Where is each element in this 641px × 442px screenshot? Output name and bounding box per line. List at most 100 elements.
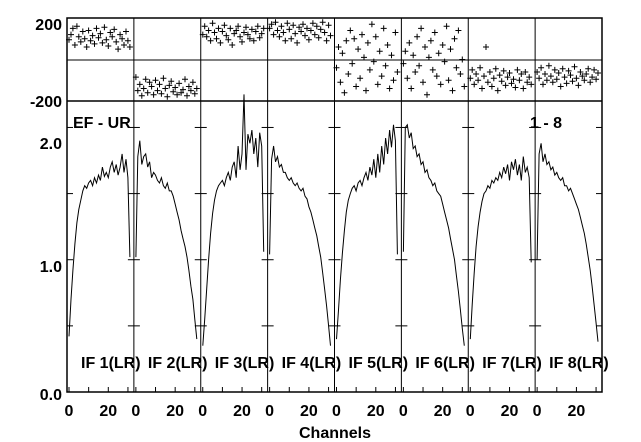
phase-point <box>357 75 364 82</box>
x-tick-label: 20 <box>166 403 184 420</box>
amp-tick-0: 0.0 <box>40 387 62 404</box>
phase-point <box>351 35 358 42</box>
phase-point <box>589 74 596 81</box>
phase-point <box>561 74 568 81</box>
phase-point <box>101 24 108 31</box>
phase-point <box>571 63 578 70</box>
phase-point <box>205 27 212 34</box>
phase-point <box>581 77 588 84</box>
phase-point <box>408 85 415 92</box>
x-tick-label: 20 <box>367 403 385 420</box>
phase-point <box>162 85 169 92</box>
x-tick-label: 0 <box>265 403 274 420</box>
phase-point <box>239 38 245 45</box>
amplitude-line <box>336 124 398 340</box>
x-tick-label: 0 <box>131 403 140 420</box>
phase-point <box>235 23 242 30</box>
phase-point <box>559 65 566 72</box>
phase-point <box>424 91 430 98</box>
phase-point <box>237 33 244 40</box>
amplitude-line <box>135 140 198 340</box>
phase-point <box>132 74 139 81</box>
phase-point <box>258 30 265 37</box>
phase-point <box>343 37 350 44</box>
phase-point <box>335 44 342 50</box>
phase-point <box>569 78 576 85</box>
phase-tick-bottom: -200 <box>30 94 62 111</box>
phase-point <box>85 27 92 34</box>
phase-point <box>211 29 218 36</box>
phase-point <box>103 36 110 43</box>
phase-point <box>126 44 133 50</box>
x-tick-label: 20 <box>434 403 452 420</box>
phase-point <box>105 43 112 49</box>
phase-point <box>410 52 417 59</box>
phase-point <box>71 42 78 48</box>
phase-point <box>483 44 489 50</box>
if-label: IF 7(LR) <box>482 355 542 372</box>
phase-point <box>87 37 94 44</box>
amp-tick-1: 1.0 <box>40 259 62 276</box>
phase-point <box>268 21 275 28</box>
x-tick-label: 20 <box>233 403 251 420</box>
phase-point <box>156 81 163 88</box>
phase-point <box>302 32 308 39</box>
phase-point <box>317 26 324 33</box>
phase-point <box>243 24 249 31</box>
phase-point <box>305 36 312 43</box>
phase-point <box>207 37 214 44</box>
phase-point <box>502 82 509 89</box>
phase-point <box>168 78 175 85</box>
phase-point <box>189 79 196 86</box>
phase-point <box>520 85 527 92</box>
phase-point <box>467 75 474 82</box>
phase-point <box>136 81 143 88</box>
amplitude-line <box>402 123 465 346</box>
panel-frames <box>66 17 603 393</box>
phase-point <box>319 19 326 26</box>
phase-point <box>278 23 285 30</box>
amplitude-line <box>536 143 599 342</box>
phase-point <box>79 28 86 35</box>
phase-point <box>300 21 306 28</box>
x-tick-label: 0 <box>332 403 341 420</box>
if-label: IF 1(LR) <box>81 355 141 372</box>
phase-point <box>402 48 409 55</box>
phase-point <box>394 69 401 75</box>
phase-point <box>217 39 224 46</box>
phase-point <box>453 64 460 71</box>
phase-point <box>490 75 497 82</box>
phase-point <box>457 71 464 77</box>
phase-point <box>294 39 301 46</box>
phase-point <box>591 66 598 73</box>
phase-point <box>488 83 495 90</box>
phase-point <box>547 73 554 80</box>
phase-point <box>431 29 438 36</box>
phase-point <box>229 42 236 48</box>
phase-point <box>121 42 127 48</box>
phase-point <box>549 79 556 86</box>
phase-point <box>69 25 76 32</box>
phase-point <box>437 81 444 88</box>
phase-point <box>150 91 157 98</box>
phase-point <box>540 81 546 88</box>
phase-point <box>193 85 200 92</box>
phase-point <box>471 81 478 88</box>
phase-point <box>595 70 601 76</box>
phase-point <box>429 66 436 73</box>
phase-point <box>386 85 393 92</box>
if-label: IF 3(LR) <box>215 355 275 372</box>
phase-point <box>500 67 507 74</box>
phase-point <box>292 30 299 37</box>
phase-point <box>498 78 505 85</box>
phase-point <box>241 29 247 36</box>
phase-point <box>290 22 297 29</box>
x-tick-label: 0 <box>466 403 475 420</box>
amp-tick-2: 2.0 <box>40 136 62 153</box>
phase-point <box>107 29 114 36</box>
phase-point <box>447 46 454 53</box>
phase-point <box>392 29 399 36</box>
phase-point <box>140 85 147 92</box>
phase-point <box>583 71 590 77</box>
